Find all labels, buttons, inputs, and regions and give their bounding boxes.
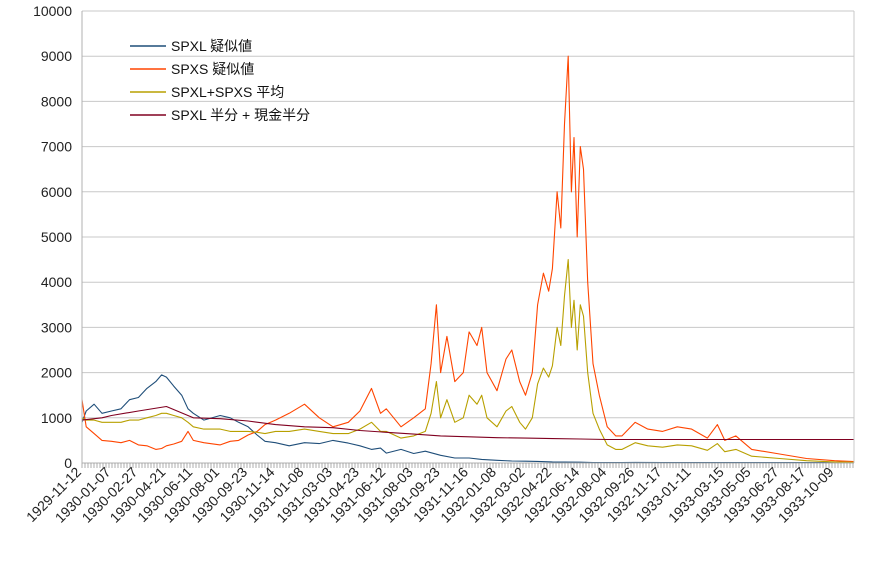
y-tick-label-10: 10000 bbox=[33, 3, 72, 19]
series-line-2 bbox=[81, 55, 855, 463]
y-tick-label-4: 4000 bbox=[41, 274, 72, 290]
y-tick-label-5: 5000 bbox=[41, 229, 72, 245]
gridlines bbox=[82, 10, 854, 464]
x-axis-minor-ticks bbox=[81, 463, 854, 468]
y-tick-label-2: 2000 bbox=[41, 365, 72, 381]
legend-label-1: SPXL 疑似値 bbox=[171, 38, 252, 54]
y-tick-label-7: 7000 bbox=[41, 139, 72, 155]
legend-label-3: SPXL+SPXS 平均 bbox=[171, 84, 284, 100]
y-tick-label-3: 3000 bbox=[41, 319, 72, 335]
x-tick-labels: 1929-11-121930-01-071930-02-271930-04-21… bbox=[23, 464, 837, 526]
y-tick-label-1: 1000 bbox=[41, 410, 72, 426]
series-line-3 bbox=[81, 259, 855, 463]
y-tick-label-0: 0 bbox=[64, 455, 72, 471]
series-line-4 bbox=[81, 405, 854, 441]
legend: SPXL 疑似値 SPXS 疑似値 SPXL+SPXS 平均 SPXL 半分 + 現金… bbox=[130, 38, 310, 123]
axes bbox=[81, 11, 855, 468]
y-tick-labels: 0 1000 2000 3000 4000 5000 6000 7000 8000 9000 100… bbox=[33, 3, 72, 471]
legend-label-4: SPXL 半分 + 現金半分 bbox=[171, 107, 310, 123]
y-tick-label-6: 6000 bbox=[41, 184, 72, 200]
legend-label-2: SPXS 疑似値 bbox=[171, 61, 254, 77]
y-tick-label-8: 8000 bbox=[41, 93, 72, 109]
y-tick-label-9: 9000 bbox=[41, 48, 72, 64]
